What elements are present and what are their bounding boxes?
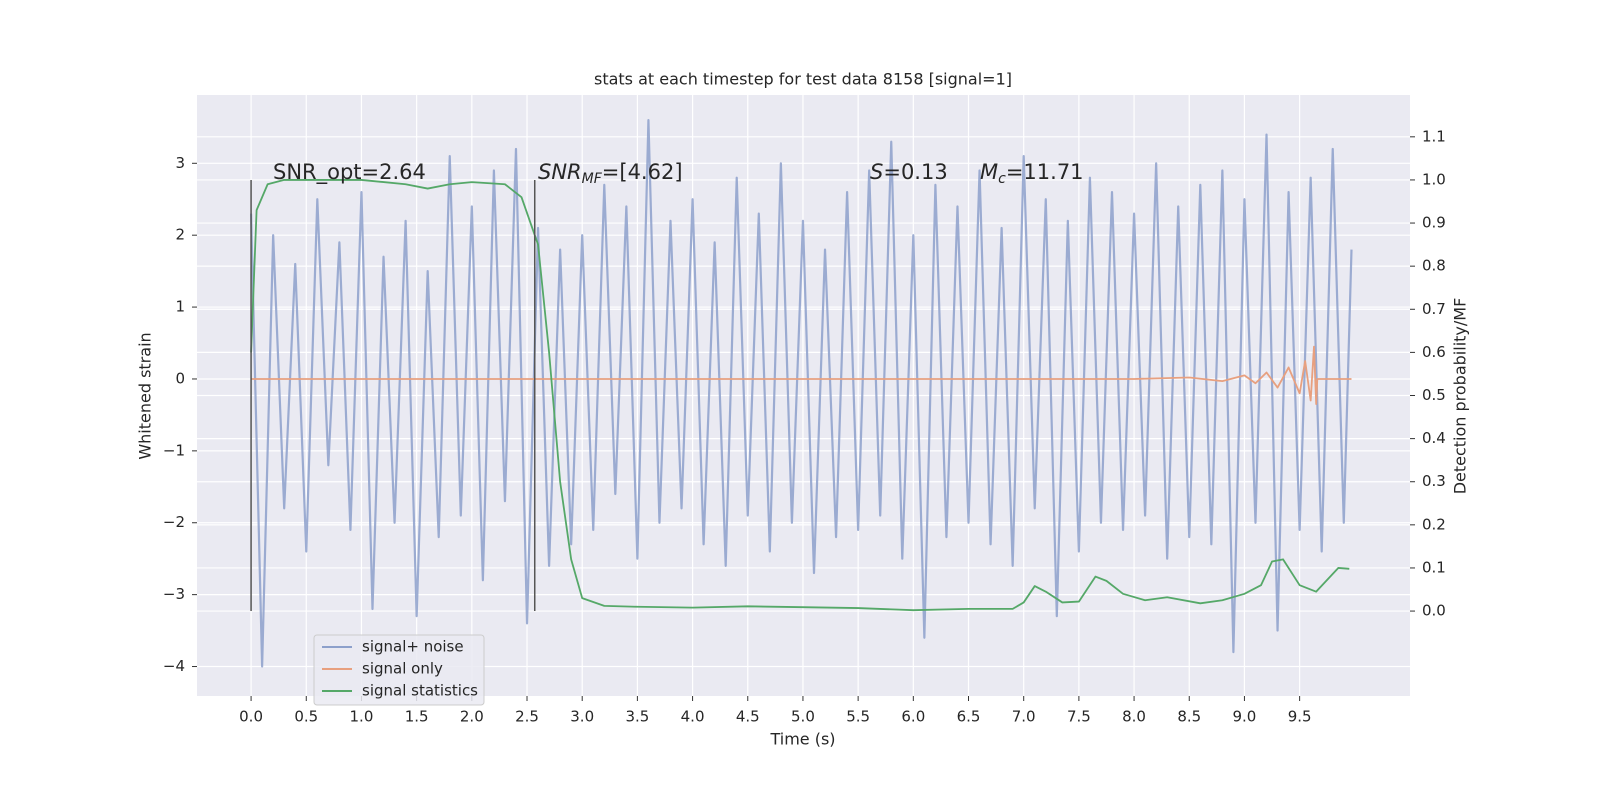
x-tick-label: 5.0 bbox=[791, 708, 815, 726]
y2-tick-label: 1.0 bbox=[1422, 170, 1446, 188]
y2-tick-label: 1.1 bbox=[1422, 127, 1446, 145]
y-tick-label: 2 bbox=[175, 226, 185, 244]
y2-tick-label: 0.6 bbox=[1422, 343, 1446, 361]
chart-title: stats at each timestep for test data 815… bbox=[594, 70, 1012, 89]
y2-tick-label: 0.3 bbox=[1422, 472, 1446, 490]
annotation-part: c bbox=[998, 171, 1006, 187]
annotation-part: MF bbox=[582, 171, 603, 187]
annotation: SNRMF=[4.62] bbox=[538, 160, 683, 187]
x-tick-label: 4.0 bbox=[681, 708, 705, 726]
x-axis-label: Time (s) bbox=[769, 730, 835, 749]
annotation: Mc=11.71 bbox=[980, 160, 1084, 187]
x-tick-label: 1.5 bbox=[405, 708, 429, 726]
legend-label: signal statistics bbox=[362, 682, 478, 700]
legend: signal+ noise signal only signal statistic… bbox=[313, 634, 485, 706]
x-tick-label: 3.0 bbox=[570, 708, 594, 726]
annotation-part: SNR bbox=[538, 160, 582, 184]
y2-axis-label: Detection probability/MF bbox=[1451, 298, 1470, 495]
y-tick-label: −4 bbox=[163, 657, 185, 675]
x-tick-label: 7.5 bbox=[1067, 708, 1091, 726]
x-tick-label: 8.0 bbox=[1122, 708, 1146, 726]
annotation-part: =11.71 bbox=[1006, 160, 1084, 184]
x-tick-label: 5.5 bbox=[846, 708, 870, 726]
y2-tick-label: 0.0 bbox=[1422, 602, 1446, 620]
y-tick-label: 3 bbox=[175, 154, 185, 172]
y2-tick-label: 0.1 bbox=[1422, 558, 1446, 576]
series-line bbox=[251, 345, 1352, 406]
y-tick-label: 1 bbox=[175, 298, 185, 316]
legend-label: signal+ noise bbox=[362, 638, 464, 656]
y2-tick-label: 0.2 bbox=[1422, 515, 1446, 533]
y2-tick-label: 0.4 bbox=[1422, 429, 1446, 447]
annotation: SNR_opt=2.64 bbox=[273, 160, 426, 185]
x-tick-label: 2.5 bbox=[515, 708, 539, 726]
annotation-part: SNR_opt=2.64 bbox=[273, 160, 426, 185]
x-tick-label: 2.0 bbox=[460, 708, 484, 726]
x-tick-label: 7.0 bbox=[1012, 708, 1036, 726]
y2-tick-label: 0.8 bbox=[1422, 257, 1446, 275]
y2-tick-label: 0.7 bbox=[1422, 300, 1446, 318]
legend-box bbox=[313, 634, 485, 706]
y-tick-label: −2 bbox=[163, 513, 185, 531]
annotation-part: =0.13 bbox=[883, 160, 947, 184]
legend-label: signal only bbox=[362, 660, 443, 678]
x-tick-label: 4.5 bbox=[736, 708, 760, 726]
x-tick-label: 1.0 bbox=[350, 708, 374, 726]
series-line bbox=[250, 179, 1350, 612]
annotation-part: =[4.62] bbox=[602, 160, 683, 184]
annotation: S=0.13 bbox=[870, 160, 948, 184]
x-tick-label: 0.5 bbox=[294, 708, 318, 726]
y-axis-label: Whitened strain bbox=[136, 332, 155, 459]
x-tick-label: 3.5 bbox=[625, 708, 649, 726]
series-line bbox=[249, 119, 1353, 668]
x-tick-label: 6.5 bbox=[957, 708, 981, 726]
x-tick-label: 9.5 bbox=[1288, 708, 1312, 726]
x-tick-label: 6.0 bbox=[901, 708, 925, 726]
x-tick-label: 8.5 bbox=[1177, 708, 1201, 726]
annotation-part: S bbox=[870, 160, 883, 184]
y2-tick-label: 0.5 bbox=[1422, 386, 1446, 404]
x-tick-label: 9.0 bbox=[1233, 708, 1257, 726]
annotation-part: M bbox=[980, 160, 998, 184]
y-tick-label: −3 bbox=[163, 585, 185, 603]
y2-tick-label: 0.9 bbox=[1422, 214, 1446, 232]
y-tick-label: 0 bbox=[175, 369, 185, 387]
x-tick-label: 0.0 bbox=[239, 708, 263, 726]
y-tick-label: −1 bbox=[163, 441, 185, 459]
